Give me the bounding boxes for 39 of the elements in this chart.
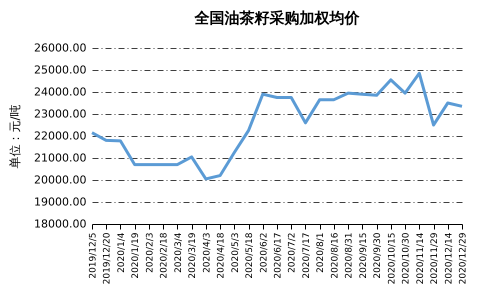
y-tick-label: 25000.00 [34,64,86,76]
x-tick-label: 2020/8/31 [344,232,355,279]
x-tick-label: 2020/5/3 [230,232,241,273]
x-tick-label: 2020/10/30 [402,232,412,284]
x-tick-label: 2020/7/2 [288,232,298,273]
y-tick-label: 22000.00 [34,130,86,142]
x-tick-label: 2020/9/15 [358,232,369,279]
x-tick-label: 2020/3/4 [174,232,184,273]
x-tick-label: 2020/11/29 [430,232,440,284]
y-tick-label: 23000.00 [34,108,86,120]
y-axis-title: 单位：元/吨 [8,104,22,169]
x-tick-label: 2020/5/18 [245,232,256,279]
x-tick-label: 2020/12/29 [458,232,468,284]
y-tick-label: 18000.00 [34,218,86,230]
y-tick-label: 24000.00 [34,86,86,98]
x-tick-label: 2020/6/2 [259,232,270,273]
x-tick-label: 2020/9/30 [373,232,384,279]
y-tick-label: 19000.00 [34,196,86,208]
x-tick-label: 2020/7/17 [302,232,312,279]
y-tick-label: 21000.00 [34,152,86,164]
x-tick-label: 2019/12/5 [88,232,98,279]
x-tick-label: 2020/2/18 [160,232,170,279]
y-tick-label: 20000.00 [34,174,86,186]
x-tick-label: 2020/1/4 [116,232,127,273]
x-tick-label: 2020/8/16 [330,232,340,279]
x-tick-label: 2020/10/15 [387,232,398,284]
x-tick-label: 2020/1/19 [131,232,142,279]
x-tick-label: 2020/2/3 [145,232,156,273]
x-tick-label: 2020/3/19 [188,232,198,279]
x-tick-label: 2020/4/3 [202,232,212,273]
chart-title: 全国油茶籽采购加权均价 [194,9,360,27]
y-tick-label: 26000.00 [34,42,86,54]
x-tick-label: 2019/12/20 [102,232,113,284]
x-tick-label: 2020/4/18 [216,232,227,279]
x-tick-label: 2020/11/14 [416,232,426,284]
x-tick-label: 2020/12/14 [444,232,454,284]
line-series [90,72,464,180]
x-tick-label: 2020/8/1 [316,232,326,273]
x-tick-label: 2020/6/17 [274,232,284,279]
